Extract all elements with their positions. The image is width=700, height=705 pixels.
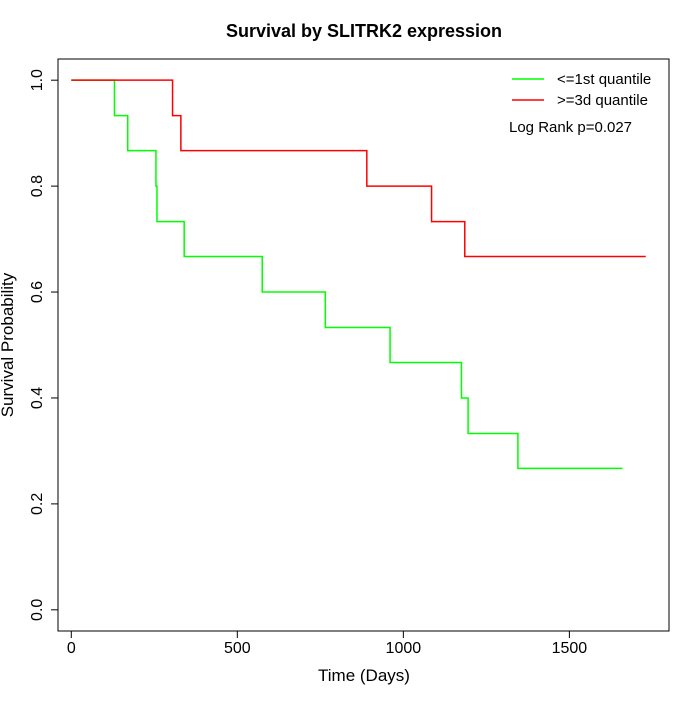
legend-label-2: >=3d quantile xyxy=(557,92,648,109)
legend: <=1st quantile >=3d quantile xyxy=(512,71,651,109)
x-tick-label: 500 xyxy=(224,640,251,657)
y-tick-label: 0.0 xyxy=(29,599,46,621)
x-tick-label: 1500 xyxy=(552,640,588,657)
plot-frame xyxy=(57,58,670,632)
y-tick-label: 1.0 xyxy=(29,69,46,91)
y-tick-label: 0.8 xyxy=(29,175,46,197)
x-axis: 0 500 1000 1500 xyxy=(67,631,587,657)
survival-curve-series-2 xyxy=(71,79,646,258)
log-rank-annotation: Log Rank p=0.027 xyxy=(509,119,632,136)
series-layer xyxy=(71,79,646,470)
survival-curve-series-1 xyxy=(71,79,623,470)
x-axis-label: Time (Days) xyxy=(318,666,410,685)
y-axis-label: Survival Probability xyxy=(0,272,17,417)
legend-label-1: <=1st quantile xyxy=(557,71,651,88)
y-tick-label: 0.4 xyxy=(29,387,46,409)
x-tick-label: 0 xyxy=(67,640,76,657)
chart-title: Survival by SLITRK2 expression xyxy=(226,21,502,41)
y-axis: 0.0 0.2 0.4 0.6 0.8 1.0 xyxy=(29,69,58,621)
y-tick-label: 0.2 xyxy=(29,493,46,515)
y-tick-label: 0.6 xyxy=(29,281,46,303)
x-tick-label: 1000 xyxy=(386,640,422,657)
